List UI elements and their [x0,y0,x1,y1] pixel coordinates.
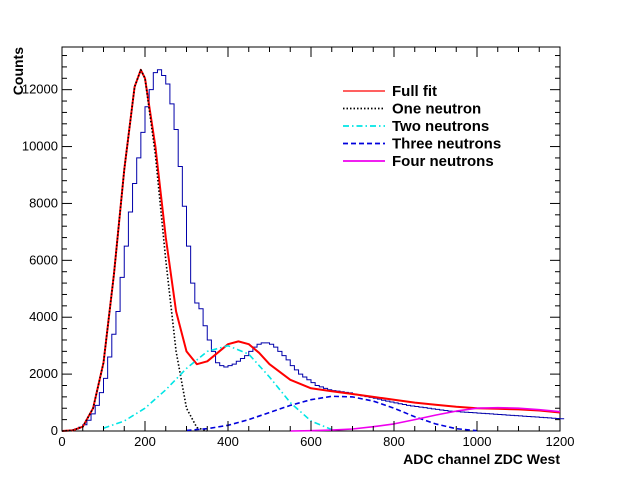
x-tick-label: 800 [383,434,405,449]
x-tick-label: 1200 [546,434,575,449]
y-tick-label: 6000 [29,252,58,267]
x-tick-label: 0 [58,434,65,449]
legend-label-one-neutron: One neutron [392,101,481,118]
x-tick-label: 600 [300,434,322,449]
y-tick-label: 4000 [29,309,58,324]
histogram-data [62,69,565,432]
plot-frame [61,46,561,432]
y-tick-label: 12000 [22,82,58,97]
y-tick-label: 10000 [22,139,58,154]
legend-label-two-neutrons: Two neutrons [392,118,489,135]
x-tick-label: 200 [134,434,156,449]
legend-label-four-neutrons: Four neutrons [392,153,494,170]
legend-label-three-neutrons: Three neutrons [392,136,501,153]
y-tick-label: 8000 [29,195,58,210]
x-axis-ticks: 0 200 400 600 800 1000 1200 [58,47,574,449]
series-two-neutrons [103,344,333,431]
y-axis-title: Counts [10,47,26,95]
x-tick-label: 400 [217,434,239,449]
y-tick-label: 0 [51,423,58,438]
y-axis-ticks: 0 2000 4000 6000 8000 10000 12000 [22,55,560,438]
x-axis-title: ADC channel ZDC West [403,451,560,467]
x-tick-label: 1000 [463,434,492,449]
fit-curves-group [61,68,561,432]
series-four-neutrons [290,406,561,432]
y-tick-label: 2000 [29,366,58,381]
series-one-neutron [61,69,208,432]
histogram-group [62,69,565,432]
legend-label-full-fit: Full fit [392,83,437,100]
series-three-neutrons [186,395,478,432]
